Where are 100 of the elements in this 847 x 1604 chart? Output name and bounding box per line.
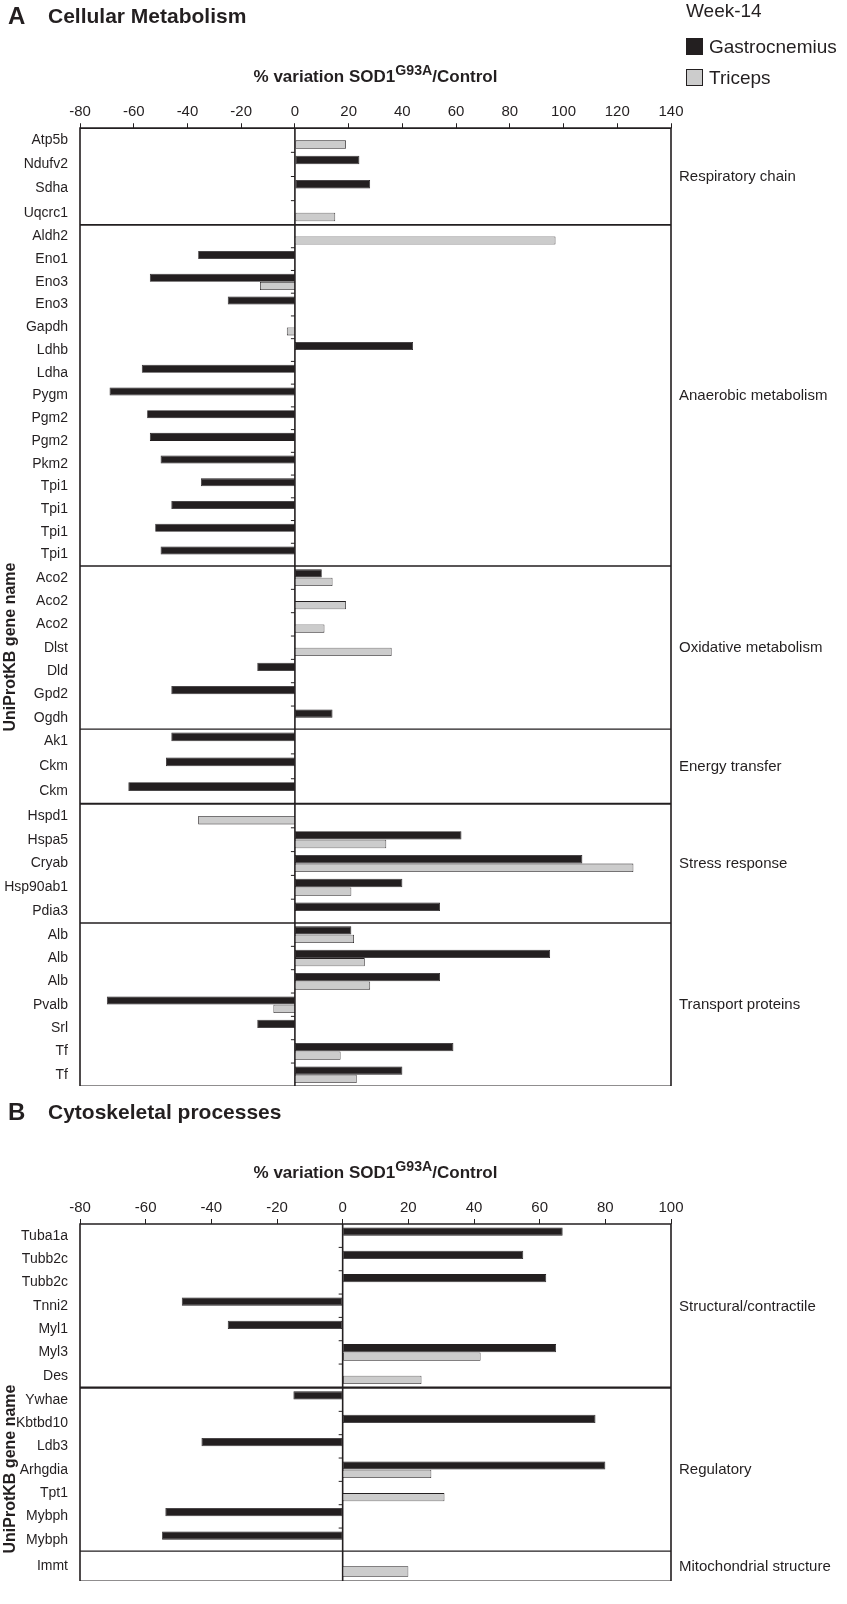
y-tick-label: Aldh2 bbox=[32, 227, 69, 244]
text: Regulatory bbox=[679, 1459, 753, 1479]
y-tick-label: Pgm2 bbox=[31, 431, 69, 448]
x-tick-label: 100 bbox=[551, 102, 577, 120]
y-tick-label: Ak1 bbox=[43, 732, 69, 749]
text: Anaerobic metabolism bbox=[679, 385, 829, 405]
y-tick-label: Myl3 bbox=[38, 1343, 69, 1360]
y-tick-label: Tpi1 bbox=[40, 477, 69, 494]
y-tick-label: Tpi1 bbox=[40, 499, 69, 516]
y-tick-label: Eno3 bbox=[35, 295, 69, 312]
x-tick-label: 140 bbox=[658, 102, 684, 120]
y-tick-label: Tubb2c bbox=[21, 1273, 68, 1290]
y-tick-label: Hspa5 bbox=[27, 830, 69, 847]
y-tick-label: Tnni2 bbox=[33, 1296, 69, 1313]
text: Oxidative metabolism bbox=[679, 637, 824, 657]
y-tick-label: Ckm bbox=[39, 782, 68, 799]
x-tick-label: 20 bbox=[400, 1198, 417, 1216]
y-tick-label: Ldha bbox=[36, 363, 69, 380]
y-tick-label: Hsp90ab1 bbox=[4, 877, 69, 894]
y-tick-label: Eno1 bbox=[35, 249, 69, 266]
y-axis-title: UniProtKB gene name bbox=[1, 1384, 18, 1554]
y-tick-label: Gpd2 bbox=[33, 685, 69, 702]
y-tick-label: Tf bbox=[55, 1042, 69, 1059]
y-tick-label: Alb bbox=[47, 948, 69, 965]
legend-title: Week-14 bbox=[686, 0, 763, 23]
y-tick-label: Eno3 bbox=[35, 272, 69, 289]
x-tick-label: 40 bbox=[394, 102, 411, 120]
text: Energy transfer bbox=[679, 756, 783, 776]
x-tick-label: 120 bbox=[604, 102, 630, 120]
x-tick-label: -20 bbox=[266, 1198, 288, 1216]
y-tick-label: Arhgdia bbox=[19, 1460, 69, 1477]
y-tick-label: Des bbox=[43, 1366, 68, 1383]
y-tick-label: Myl1 bbox=[38, 1320, 69, 1337]
y-tick-label: Pvalb bbox=[33, 995, 69, 1012]
text: Transport proteins bbox=[679, 994, 802, 1014]
y-tick-label: Ldhb bbox=[36, 340, 69, 357]
y-tick-label: Pdia3 bbox=[32, 901, 69, 918]
x-tick-label: -60 bbox=[134, 1198, 157, 1216]
y-tick-label: Aco2 bbox=[36, 591, 69, 608]
y-tick-label: Gapdh bbox=[25, 317, 68, 334]
x-tick-label: 60 bbox=[447, 102, 465, 120]
y-tick-label: Ywhae bbox=[25, 1390, 69, 1407]
y-tick-label: Dlst bbox=[43, 638, 69, 655]
y-tick-label: Alb bbox=[47, 971, 69, 989]
y-tick-label: Pygm bbox=[32, 386, 68, 403]
text: Respiratory chain bbox=[679, 166, 797, 186]
text: Stress response bbox=[679, 853, 789, 873]
x-tick-label: -80 bbox=[69, 1198, 91, 1216]
y-tick-label: Aco2 bbox=[36, 615, 69, 632]
x-tick-label: 40 bbox=[465, 1198, 483, 1216]
y-tick-label: Uqcrc1 bbox=[23, 203, 69, 220]
x-tick-label: -40 bbox=[200, 1198, 223, 1216]
x-tick-label: 60 bbox=[531, 1198, 548, 1216]
text: B bbox=[8, 1098, 26, 1127]
bar bbox=[201, 1437, 343, 1446]
y-tick-label: Immt bbox=[36, 1556, 69, 1573]
y-tick-label: Pkm2 bbox=[32, 454, 69, 471]
text: Mitochondrial structure bbox=[679, 1556, 832, 1576]
y-tick-label: Ndufv2 bbox=[23, 155, 69, 172]
y-tick-label: Pgm2 bbox=[31, 408, 69, 425]
x-tick-label: 0 bbox=[290, 102, 300, 120]
y-tick-label: Ckm bbox=[39, 757, 68, 774]
text: A bbox=[8, 2, 26, 30]
legend-label: Gastrocnemius bbox=[709, 35, 837, 58]
x-axis-title: % variation SOD1$^{G93A}$/Control bbox=[252, 62, 499, 87]
text: Structural/contractile bbox=[679, 1296, 817, 1316]
y-tick-label: Tf bbox=[55, 1065, 69, 1082]
bar bbox=[293, 1390, 343, 1400]
bar bbox=[165, 1507, 343, 1516]
legend-label: Triceps bbox=[709, 66, 771, 89]
y-tick-label: Atp5b bbox=[31, 131, 69, 148]
x-tick-label: -40 bbox=[176, 102, 199, 120]
y-tick-label: Tubb2c bbox=[21, 1250, 68, 1267]
y-tick-label: Tuba1a bbox=[21, 1226, 69, 1243]
x-axis-title: % variation SOD1$^{G93A}$/Control bbox=[252, 1158, 499, 1183]
y-tick-label: Aco2 bbox=[36, 568, 69, 585]
y-tick-label: Kbtbd10 bbox=[15, 1413, 69, 1430]
y-tick-label: Ogdh bbox=[33, 708, 68, 725]
bar bbox=[162, 1530, 343, 1540]
x-tick-label: -20 bbox=[230, 102, 253, 120]
x-tick-label: 80 bbox=[501, 102, 519, 120]
x-tick-label: 80 bbox=[597, 1198, 614, 1216]
y-tick-label: Tpi1 bbox=[40, 522, 69, 539]
chart-title: Cytoskeletal processes bbox=[48, 1100, 282, 1125]
y-tick-label: Srl bbox=[50, 1018, 68, 1035]
y-tick-label: Tpi1 bbox=[40, 545, 69, 562]
x-tick-label: 20 bbox=[340, 102, 357, 120]
x-tick-label: 0 bbox=[338, 1198, 347, 1216]
y-tick-label: Mybph bbox=[26, 1530, 68, 1547]
y-tick-label: Cryab bbox=[30, 854, 69, 871]
y-tick-label: Sdha bbox=[35, 179, 69, 196]
y-tick-label: Ldb3 bbox=[36, 1436, 69, 1453]
y-tick-label: Tpt1 bbox=[40, 1483, 69, 1500]
x-tick-label: -80 bbox=[69, 102, 91, 120]
y-tick-label: Mybph bbox=[26, 1506, 68, 1523]
x-tick-label: -60 bbox=[122, 102, 145, 120]
y-axis-title: UniProtKB gene name bbox=[1, 562, 19, 732]
y-tick-label: Alb bbox=[47, 925, 69, 942]
y-tick-label: Hspd1 bbox=[27, 806, 69, 823]
chart-title: Cellular Metabolism bbox=[48, 4, 247, 28]
